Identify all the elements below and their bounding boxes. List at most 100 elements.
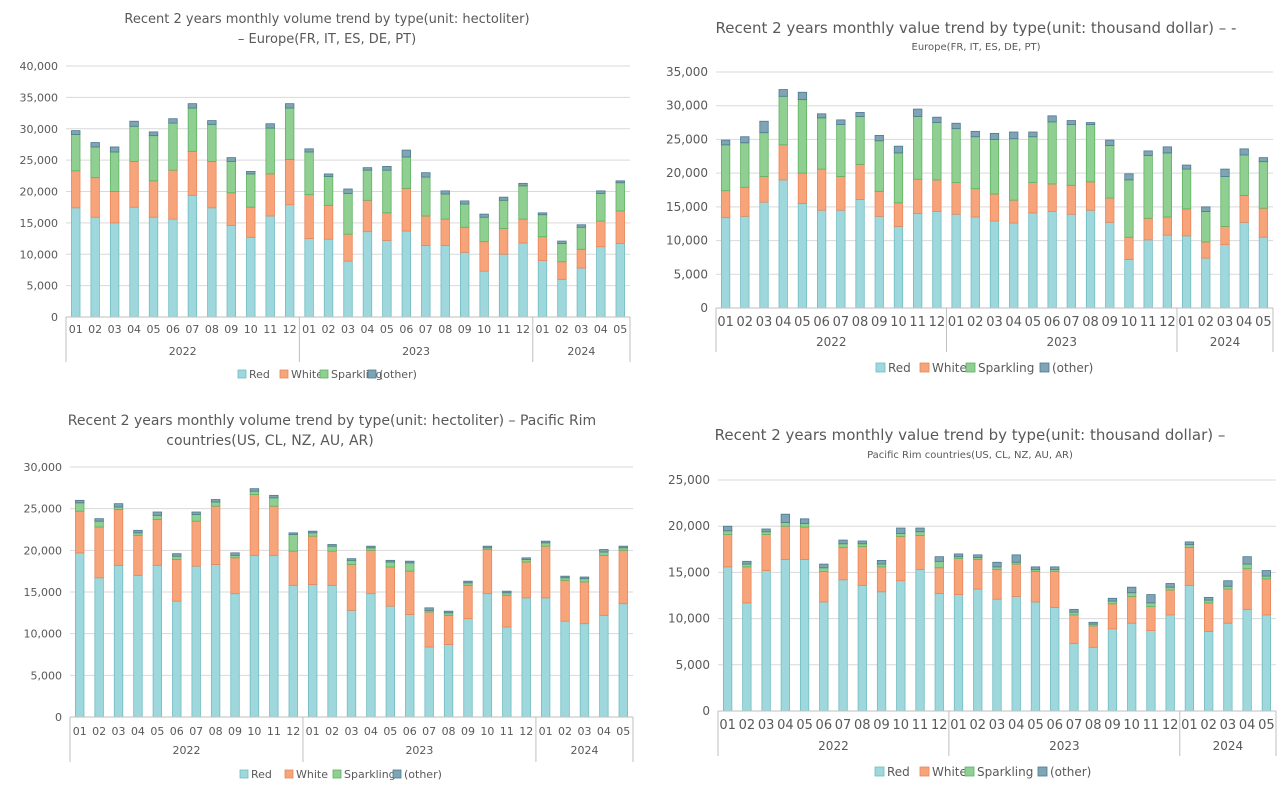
bar-segment-other	[836, 119, 846, 125]
bar-segment-white	[953, 558, 964, 595]
bar-segment-other	[1085, 122, 1096, 125]
bar-segment-other	[210, 499, 221, 503]
bar-segment-other	[362, 167, 373, 171]
bar-segment-other	[1162, 146, 1172, 154]
x-tick-label: 06	[816, 718, 833, 733]
bar-segment-red	[778, 179, 788, 309]
x-tick-label: 04	[1236, 315, 1253, 330]
x-tick-label: 08	[1085, 718, 1102, 733]
bar-segment-red	[951, 213, 961, 309]
bar-segment-white	[1011, 563, 1021, 597]
bar-segment-other	[579, 576, 590, 580]
bar-segment-red	[304, 238, 314, 318]
x-tick-label: 09	[461, 725, 475, 738]
bar-segment-other	[479, 213, 489, 218]
bar-segment-red	[1066, 213, 1076, 309]
bar-segment-red	[226, 224, 236, 318]
x-tick-label: 05	[1258, 718, 1275, 733]
bar-segment-white	[1258, 207, 1269, 238]
bar-segment-sparkling	[932, 122, 942, 181]
bar-segment-white	[1124, 236, 1134, 260]
bar-segment-other	[366, 545, 376, 549]
x-tick-label: 06	[1044, 315, 1061, 330]
bar-segment-sparkling	[207, 123, 217, 162]
bar-segment-sparkling	[855, 116, 865, 165]
bar-segment-red	[1047, 211, 1057, 309]
bar-segment-sparkling	[191, 514, 201, 522]
bar-segment-sparkling	[479, 216, 489, 243]
bar-segment-other	[778, 89, 788, 97]
bar-segment-sparkling	[226, 160, 236, 194]
bar-segment-red	[992, 598, 1002, 712]
bar-segment-other	[168, 118, 178, 124]
legend-swatch	[319, 369, 329, 379]
bar-segment-red	[759, 201, 769, 309]
bar-segment-sparkling	[1124, 179, 1134, 238]
bar-segment-sparkling	[284, 107, 295, 160]
bar-segment-other	[343, 188, 353, 194]
bar-segment-other	[720, 139, 731, 146]
bar-segment-other	[876, 559, 887, 565]
bar-segment-white	[970, 188, 980, 218]
bar-segment-white	[327, 550, 337, 586]
bar-segment-sparkling	[210, 501, 221, 507]
bar-segment-other	[989, 132, 1000, 140]
x-tick-label: 04	[597, 725, 611, 738]
bar-segment-other	[537, 212, 548, 216]
bar-segment-sparkling	[1085, 124, 1096, 183]
bar-segment-white	[1009, 199, 1019, 224]
bar-segment-sparkling	[1105, 145, 1115, 199]
bar-segment-white	[424, 611, 434, 648]
bar-segment-other	[75, 499, 85, 504]
bar-segment-other	[327, 544, 337, 547]
bar-segment-other	[421, 172, 431, 178]
bar-segment-other	[1127, 586, 1137, 594]
x-tick-label: 11	[267, 725, 281, 738]
bar-segment-sparkling	[1184, 544, 1195, 548]
bar-segment-white	[893, 202, 904, 227]
bar-segment-red	[191, 565, 201, 718]
x-tick-label: 03	[756, 315, 773, 330]
bar-segment-other	[1261, 570, 1272, 577]
bar-segment-white	[502, 594, 512, 628]
bar-segment-sparkling	[1146, 602, 1156, 607]
chart-title-line: Recent 2 years monthly value trend by ty…	[716, 19, 1237, 37]
x-tick-label: 03	[1220, 718, 1237, 733]
bar-segment-other	[615, 180, 625, 184]
bar-segment-sparkling	[761, 531, 771, 535]
legend-label: (other)	[379, 368, 417, 381]
bar-segment-red	[362, 231, 373, 318]
legend-label: White	[291, 368, 323, 381]
bar-segment-sparkling	[1009, 138, 1019, 201]
bar-segment-other	[265, 123, 275, 129]
legend-swatch	[1037, 766, 1048, 777]
y-tick-label: 15,000	[20, 217, 59, 230]
x-tick-label: 11	[1140, 315, 1157, 330]
bar-segment-red	[1050, 607, 1060, 712]
x-tick-label: 01	[719, 718, 736, 733]
bar-segment-other	[934, 556, 944, 562]
bar-segment-red	[421, 245, 431, 318]
x-tick-label: 09	[228, 725, 242, 738]
bar-segment-other	[1146, 594, 1156, 604]
year-label: 2024	[1213, 739, 1244, 753]
legend-swatch	[964, 766, 975, 777]
bar-segment-other	[129, 120, 139, 127]
bar-segment-other	[207, 120, 217, 125]
bar-segment-sparkling	[1127, 592, 1137, 597]
legend-label: (other)	[1052, 361, 1093, 375]
bar-segment-sparkling	[249, 490, 260, 495]
bar-segment-sparkling	[876, 563, 887, 568]
bar-segment-sparkling	[1223, 585, 1233, 590]
bar-segment-red	[1239, 221, 1249, 309]
bar-segment-other	[797, 91, 808, 101]
bar-segment-red	[460, 251, 470, 318]
bar-segment-white	[1030, 571, 1041, 603]
bar-segment-sparkling	[1242, 563, 1252, 570]
bar-segment-red	[518, 242, 528, 318]
bar-segment-sparkling	[498, 199, 509, 229]
bar-segment-other	[722, 525, 733, 532]
x-tick-label: 04	[1005, 315, 1022, 330]
x-tick-label: 05	[147, 323, 161, 336]
x-tick-label: 05	[616, 725, 630, 738]
